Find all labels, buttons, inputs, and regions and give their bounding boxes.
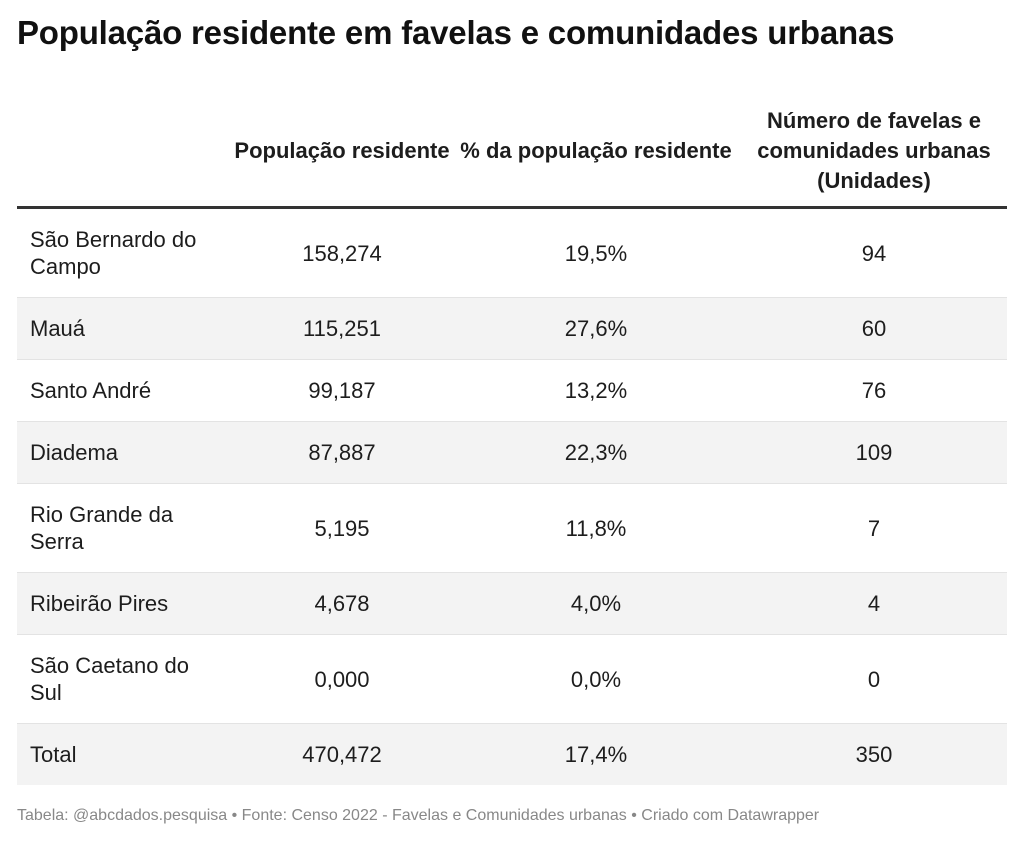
cell-population: 99,187: [308, 378, 376, 403]
cell-population: 4,678: [314, 591, 370, 616]
cell-percent: 11,8%: [565, 515, 627, 541]
cell-percent: 4,0%: [570, 591, 622, 616]
cell-place: Santo André: [30, 378, 152, 403]
table-row: São Caetano do Sul 0,000 0,0% 0: [17, 634, 1007, 723]
cell-count: 76: [861, 378, 887, 403]
cell-count: 7: [867, 515, 881, 541]
header-cell-population: População residente: [234, 138, 450, 163]
cell-percent: 13,2%: [564, 378, 628, 403]
table-header: População residente % da população resid…: [17, 96, 1007, 209]
source-footer: Tabela: @abcdados.pesquisa • Fonte: Cens…: [17, 807, 820, 824]
cell-percent: 0,0%: [570, 666, 622, 692]
cell-place: Ribeirão Pires: [30, 591, 169, 616]
cell-population: 5,195: [314, 515, 370, 541]
cell-count: 0: [867, 666, 881, 692]
header-cell-count: Número de favelas e comunidades urbanas …: [757, 108, 991, 193]
cell-place: Diadema: [30, 440, 119, 465]
cell-count: 4: [867, 591, 881, 616]
cell-population: 158,274: [302, 240, 382, 266]
cell-population: 0,000: [314, 666, 370, 692]
cell-percent: 17,4%: [564, 742, 628, 767]
table-title: População residente em favelas e comunid…: [17, 14, 895, 51]
cell-place: São Caetano do Sul: [30, 653, 190, 705]
table-row: Diadema 87,887 22,3% 109: [17, 421, 1007, 483]
table-row: Mauá 115,251 27,6% 60: [17, 297, 1007, 359]
cell-place: Mauá: [30, 316, 86, 341]
table-row-total: Total 470,472 17,4% 350: [17, 723, 1007, 785]
table-row: São Bernardo do Campo 158,274 19,5% 94: [17, 209, 1007, 297]
table-row: Rio Grande da Serra 5,195 11,8% 7: [17, 483, 1007, 572]
cell-population: 115,251: [303, 316, 381, 341]
cell-population: 87,887: [308, 440, 376, 465]
cell-place: Total: [30, 742, 77, 767]
data-table: População residente % da população resid…: [17, 96, 1007, 785]
cell-count: 94: [861, 240, 887, 266]
cell-place: São Bernardo do Campo: [30, 227, 197, 279]
cell-count: 60: [861, 316, 887, 341]
table-row: Ribeirão Pires 4,678 4,0% 4: [17, 572, 1007, 634]
cell-count: 109: [855, 440, 893, 465]
cell-percent: 27,6%: [564, 316, 628, 341]
cell-count: 350: [855, 742, 893, 767]
header-cell-percent: % da população residente: [460, 138, 732, 163]
table-row: Santo André 99,187 13,2% 76: [17, 359, 1007, 421]
cell-percent: 22,3%: [564, 440, 628, 465]
cell-place: Rio Grande da Serra: [30, 502, 174, 554]
cell-percent: 19,5%: [564, 240, 628, 266]
cell-population: 470,472: [302, 742, 382, 767]
